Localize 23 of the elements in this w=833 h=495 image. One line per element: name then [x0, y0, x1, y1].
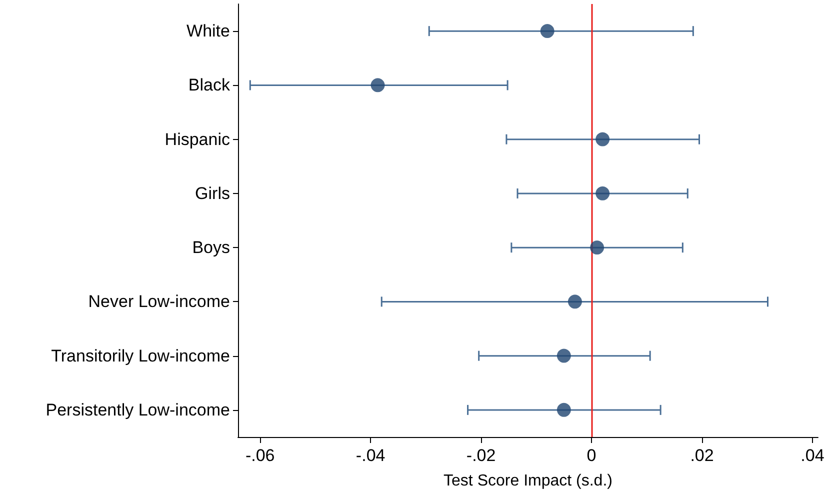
point: [556, 348, 571, 363]
y-tick-label: Transitorily Low-income: [51, 346, 230, 366]
y-tick-label: Never Low-income: [88, 292, 230, 312]
y-tick-label: Persistently Low-income: [46, 400, 230, 420]
x-axis-title: Test Score Impact (s.d.): [444, 472, 612, 490]
x-tick-label: -.02: [466, 446, 496, 465]
y-tick-label: Girls: [195, 184, 230, 203]
y-tick-label: Black: [188, 76, 230, 95]
y-tick-label: Boys: [192, 238, 230, 258]
x-tick-label: 0: [586, 446, 596, 465]
x-tick-label: .02: [690, 446, 714, 465]
point: [590, 240, 604, 255]
point: [370, 78, 385, 92]
point: [596, 132, 610, 146]
point: [568, 294, 582, 309]
point: [556, 402, 571, 417]
point: [596, 186, 610, 200]
x-tick-label: -.06: [245, 446, 275, 465]
x-tick-label: -.04: [356, 446, 386, 465]
x-tick-label: .04: [800, 446, 824, 465]
point: [540, 24, 554, 38]
y-tick-label: White: [186, 22, 230, 41]
y-tick-label: Hispanic: [164, 130, 230, 149]
